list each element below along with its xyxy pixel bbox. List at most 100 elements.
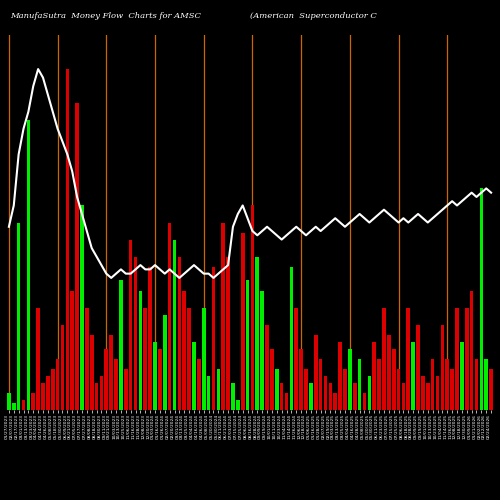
Bar [100, 376, 103, 410]
Bar [246, 280, 250, 410]
Bar [163, 314, 166, 410]
Bar [402, 382, 406, 410]
Bar [216, 369, 220, 410]
Bar [334, 393, 337, 410]
Bar [294, 308, 298, 410]
Bar [110, 335, 113, 410]
Bar [309, 382, 312, 410]
Bar [144, 308, 147, 410]
Bar [265, 325, 269, 410]
Bar [70, 290, 74, 410]
Bar [406, 308, 410, 410]
Bar [138, 290, 142, 410]
Bar [236, 400, 240, 410]
Bar [114, 359, 118, 410]
Bar [36, 308, 40, 410]
Bar [26, 120, 30, 410]
Text: ManufaSutra  Money Flow  Charts for AMSC: ManufaSutra Money Flow Charts for AMSC [10, 12, 201, 20]
Bar [51, 369, 54, 410]
Bar [382, 308, 386, 410]
Bar [148, 267, 152, 410]
Bar [314, 335, 318, 410]
Bar [168, 222, 172, 410]
Bar [387, 335, 390, 410]
Bar [32, 393, 35, 410]
Bar [358, 359, 362, 410]
Bar [226, 256, 230, 410]
Bar [270, 348, 274, 410]
Bar [412, 342, 415, 410]
Bar [450, 369, 454, 410]
Bar [172, 240, 176, 410]
Bar [396, 369, 400, 410]
Bar [158, 348, 162, 410]
Bar [231, 382, 235, 410]
Bar [470, 290, 474, 410]
Bar [56, 359, 59, 410]
Bar [178, 256, 181, 410]
Bar [182, 290, 186, 410]
Bar [416, 325, 420, 410]
Bar [431, 359, 434, 410]
Bar [465, 308, 468, 410]
Bar [80, 206, 84, 410]
Bar [275, 369, 278, 410]
Bar [353, 382, 356, 410]
Bar [372, 342, 376, 410]
Bar [66, 69, 69, 410]
Bar [348, 348, 352, 410]
Bar [362, 393, 366, 410]
Bar [392, 348, 396, 410]
Bar [426, 382, 430, 410]
Bar [212, 267, 216, 410]
Bar [280, 382, 283, 410]
Bar [46, 376, 50, 410]
Bar [202, 308, 205, 410]
Bar [460, 342, 464, 410]
Bar [41, 382, 45, 410]
Bar [446, 359, 449, 410]
Bar [119, 280, 123, 410]
Bar [153, 342, 157, 410]
Bar [207, 376, 210, 410]
Bar [85, 308, 88, 410]
Bar [129, 240, 132, 410]
Bar [22, 400, 26, 410]
Bar [324, 376, 328, 410]
Bar [436, 376, 440, 410]
Bar [12, 403, 16, 410]
Bar [484, 359, 488, 410]
Bar [455, 308, 459, 410]
Bar [256, 256, 259, 410]
Bar [90, 335, 94, 410]
Text: (American  Superconductor C: (American Superconductor C [250, 12, 377, 20]
Bar [124, 369, 128, 410]
Bar [241, 232, 244, 410]
Bar [421, 376, 424, 410]
Bar [440, 325, 444, 410]
Bar [197, 359, 200, 410]
Bar [368, 376, 371, 410]
Bar [94, 382, 98, 410]
Bar [300, 348, 303, 410]
Bar [188, 308, 191, 410]
Bar [480, 188, 483, 410]
Bar [319, 359, 322, 410]
Bar [490, 369, 493, 410]
Bar [328, 382, 332, 410]
Bar [338, 342, 342, 410]
Bar [192, 342, 196, 410]
Bar [134, 256, 138, 410]
Bar [260, 290, 264, 410]
Bar [290, 267, 293, 410]
Bar [7, 393, 10, 410]
Bar [377, 359, 381, 410]
Bar [284, 393, 288, 410]
Bar [60, 325, 64, 410]
Bar [304, 369, 308, 410]
Bar [76, 103, 79, 410]
Bar [17, 222, 20, 410]
Bar [222, 222, 225, 410]
Bar [104, 348, 108, 410]
Bar [474, 359, 478, 410]
